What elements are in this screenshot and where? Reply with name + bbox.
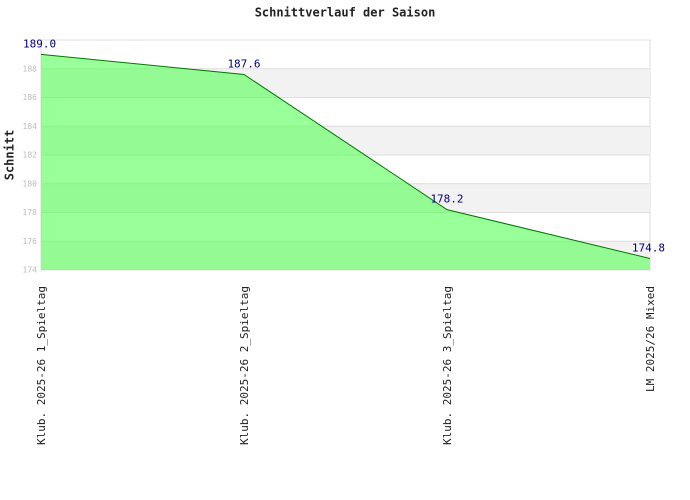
y-tick-label: 178 (23, 208, 38, 217)
y-tick-label: 180 (23, 179, 38, 188)
chart-title: Schnittverlauf der Saison (255, 6, 436, 20)
area-fill (41, 54, 650, 270)
y-tick-label: 186 (23, 93, 38, 102)
area-line (40, 53, 651, 259)
y-tick-label: 174 (23, 266, 38, 275)
y-tick-label: 176 (23, 237, 38, 246)
x-tick-label: Klub. 2025-26 1_Spieltag (35, 286, 48, 445)
value-label: 189.0 (23, 37, 56, 50)
x-tick-label: LM 2025/26 Mixed (644, 286, 657, 392)
y-tick-label: 182 (23, 151, 38, 160)
y-axis-label: Schnitt (3, 130, 17, 181)
x-tick-label: Klub. 2025-26 2_Spieltag (238, 286, 251, 445)
y-tick-label: 184 (23, 122, 38, 131)
y-tick-label: 188 (23, 64, 38, 73)
value-label: 178.2 (430, 193, 463, 206)
x-tick-label: Klub. 2025-26 3_Spieltag (441, 286, 454, 445)
value-label: 187.6 (227, 58, 260, 71)
value-label: 174.8 (632, 242, 665, 255)
